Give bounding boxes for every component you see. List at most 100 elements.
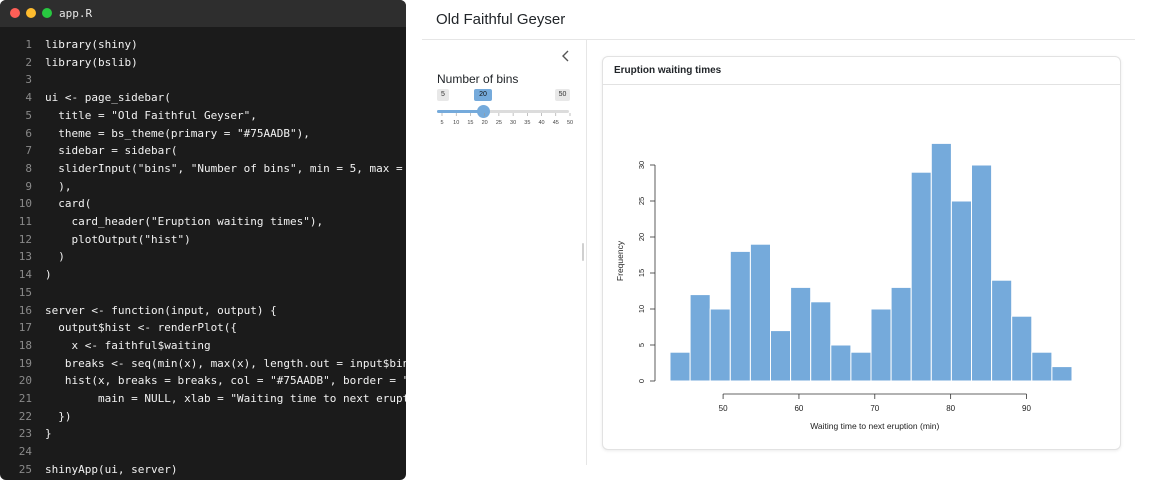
y-tick-label: 10 [637,305,646,313]
code-text: sidebar = sidebar( [45,144,178,158]
code-line[interactable]: 7 sidebar = sidebar( [0,142,406,160]
code-text: library(shiny) [45,38,138,51]
code-text: shinyApp(ui, server) [45,462,178,476]
sidebar-divider [586,40,587,465]
slider-value-label: 20 [474,89,492,101]
code-line[interactable]: 24 [0,443,406,461]
slider-ticks: 5 10 15 20 25 30 35 40 45 50 [440,113,573,126]
x-tick-label: 70 [870,404,879,413]
y-tick-label: 20 [637,233,646,241]
slider-tick-label: 35 [524,120,530,126]
code-text: }) [45,409,72,423]
code-text: breaks <- seq(min(x), max(x), length.out… [64,356,406,370]
histogram-bar [850,351,872,382]
code-line[interactable]: 8 sliderInput("bins", "Number of bins", … [0,160,406,178]
code-text: x <- faithful$waiting [45,338,211,352]
editor-titlebar: app.R [0,0,406,27]
slider-handle[interactable] [477,105,490,118]
code-text: plotOutput("hist") [45,232,191,246]
code-line[interactable]: 14) [0,266,406,284]
line-number: 22 [18,409,32,423]
code-line[interactable]: 11 card_header("Eruption waiting times")… [0,213,406,231]
code-line[interactable]: 17 output$hist <- renderPlot({ [0,319,406,337]
y-axis-label: Frequency [615,240,625,281]
page-title: Old Faithful Geyser [436,11,566,28]
code-line[interactable]: 4 ui <- page_sidebar( [0,89,406,107]
line-number: 1 [25,38,32,51]
y-tick-label: 15 [637,269,646,277]
histogram-bar [910,171,932,382]
code-text: theme = bs_theme(primary = "#75AADB"), [45,126,310,140]
histogram-bar [749,243,771,382]
code-line[interactable]: 9 ), [0,178,406,196]
code-line[interactable]: 19 breaks <- seq(min(x), max(x), length.… [0,355,406,373]
minimize-window-button[interactable] [26,8,36,18]
line-number: 14 [18,268,32,282]
code-line[interactable]: 15 [0,284,406,302]
line-number: 15 [18,285,32,299]
chevron-left-icon [562,50,569,62]
slider-tick-label: 40 [538,120,544,126]
histogram-bar [930,142,952,382]
code-line[interactable]: 2 library(bslib) [0,54,406,72]
line-number: 5 [25,108,32,122]
code-line[interactable]: 10 card( [0,195,406,213]
card-title: Eruption waiting times [614,65,722,76]
histogram-bar [790,286,812,382]
line-number: 3 [25,73,32,87]
code-text: ) [45,268,52,282]
histogram-bar [1011,315,1033,382]
code-line[interactable]: 25 shinyApp(ui, server) [0,461,406,479]
line-number: 7 [25,144,32,158]
maximize-window-button[interactable] [42,8,52,18]
editor-filename: app.R [59,7,93,20]
code-text: output$hist <- renderPlot({ [45,321,238,335]
line-number: 20 [18,374,32,388]
code-line[interactable]: 20 hist(x, breaks = breaks, col = "#75AA… [0,372,406,390]
histogram-bar [729,250,751,382]
y-tick-label: 0 [637,379,646,383]
slider-tick-label: 15 [467,120,473,126]
code-line[interactable]: 18 x <- faithful$waiting [0,337,406,355]
y-tick-label: 30 [637,161,646,169]
code-line[interactable]: 12 plotOutput("hist") [0,231,406,249]
line-number: 10 [18,197,32,211]
code-line[interactable]: 6 theme = bs_theme(primary = "#75AADB"), [0,125,406,143]
slider-track[interactable] [437,110,569,113]
code-text: ), [45,179,72,193]
line-number: 18 [18,338,32,352]
histogram-bar [770,330,792,382]
card-header: Eruption waiting times [603,57,1120,85]
code-line[interactable]: 1 library(shiny) [0,36,406,54]
histogram-bar [971,164,993,382]
close-window-button[interactable] [10,8,20,18]
sidebar [422,40,586,465]
x-tick-label: 50 [719,404,728,413]
code-line[interactable]: 21 main = NULL, xlab = "Waiting time to … [0,390,406,408]
line-number: 23 [18,427,32,441]
bins-slider-label: Number of bins [437,72,519,86]
code-text: library(bslib) [45,55,138,69]
code-line[interactable]: 5 title = "Old Faithful Geyser", [0,107,406,125]
slider-tick-label: 45 [553,120,559,126]
x-tick-label: 80 [946,404,955,413]
histogram-bar [870,308,892,382]
slider-tick-label: 10 [453,120,459,126]
code-line[interactable]: 13 ) [0,248,406,266]
code-text: hist(x, breaks = breaks, col = "#75AADB"… [64,374,406,388]
histogram-bar [669,351,691,382]
slider-min-label: 5 [437,89,449,101]
code-line[interactable]: 23} [0,425,406,443]
code-editor[interactable]: app.R 1 library(shiny) 2 library(bslib) 3 4 ui… [0,0,406,480]
line-number: 16 [18,303,32,317]
line-number: 12 [18,232,32,246]
sidebar-resize-handle[interactable] [582,243,584,261]
code-line[interactable]: 22 }) [0,408,406,426]
code-line[interactable]: 3 [0,71,406,89]
histogram-bar [709,308,731,382]
slider-tick-label: 50 [567,120,573,126]
line-number: 24 [18,445,32,459]
sidebar-collapse-button[interactable] [560,49,572,63]
code-line[interactable]: 16 server <- function(input, output) { [0,302,406,320]
x-axis-label: Waiting time to next eruption (min) [810,421,939,431]
